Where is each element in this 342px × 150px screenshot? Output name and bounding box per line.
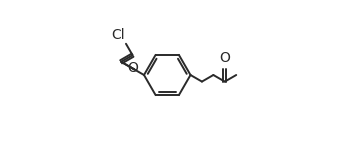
Text: Cl: Cl xyxy=(111,27,125,42)
Text: O: O xyxy=(127,61,138,75)
Text: O: O xyxy=(219,51,230,65)
